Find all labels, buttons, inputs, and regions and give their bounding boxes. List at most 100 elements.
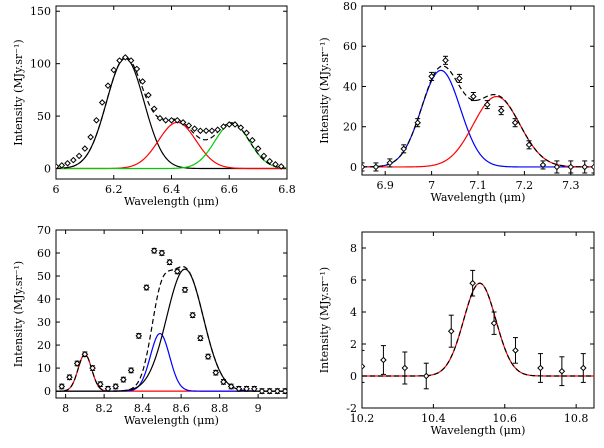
data-point: [281, 387, 287, 395]
data-point: [127, 367, 135, 374]
plot-area: [56, 54, 287, 170]
data-point: [121, 54, 129, 61]
data-point: [110, 66, 118, 74]
y-tick-label: 20: [37, 339, 51, 352]
data-point: [227, 383, 235, 390]
fit-component-line: [362, 282, 594, 377]
y-tick-label: 2: [350, 338, 357, 351]
plot-area: [56, 247, 287, 395]
x-tick-label: 8: [62, 402, 69, 415]
y-tick-label: 0: [44, 163, 51, 176]
fit-component-line: [362, 69, 594, 168]
data-point: [250, 385, 258, 393]
data-point: [362, 363, 366, 370]
fit-component-line: [56, 57, 287, 170]
data-point: [447, 327, 455, 335]
y-tick-label: 50: [37, 270, 51, 283]
data-point: [220, 123, 227, 130]
x-axis-label: Wavelength (μm): [431, 424, 526, 437]
data-point: [254, 145, 262, 152]
data-point: [483, 101, 491, 108]
data-point: [266, 157, 273, 165]
fit-component-line: [56, 332, 287, 392]
data-point: [231, 121, 239, 128]
panel-4: 10.2 10.4 10.6 10.8 -2 0 2 4 6 8 Wavelength (μm) In…: [318, 231, 595, 437]
y-tick-label: 10: [37, 362, 51, 375]
data-point: [135, 332, 143, 340]
data-point: [469, 279, 476, 287]
data-point: [181, 286, 189, 294]
data-point: [581, 163, 589, 171]
fit-component-line: [362, 95, 594, 168]
data-point: [414, 119, 421, 126]
data-point: [139, 78, 146, 85]
y-axis-label: Intensity (MJy.sr⁻¹): [318, 37, 331, 143]
y-axis-label: Intensity (MJy.sr⁻¹): [12, 39, 25, 145]
y-tick-label: 8: [350, 242, 357, 255]
data-point: [442, 57, 449, 64]
data-point: [168, 116, 175, 124]
x-tick-label: 10.8: [564, 412, 589, 425]
data-point: [116, 57, 123, 64]
x-tick-label: 8.2: [95, 402, 113, 415]
x-tick-label: 9: [255, 402, 262, 415]
y-tick-label: 0: [350, 161, 357, 174]
x-tick-label: 7: [428, 179, 435, 192]
panel-3: 8 8.2 8.4 8.6 8.8 9 0 10 20 30 40 50 60 70 Wavelength …: [12, 224, 288, 427]
data-point: [58, 162, 66, 169]
y-tick-label: 0: [44, 385, 51, 398]
y-tick-label: 80: [343, 0, 357, 13]
data-point: [590, 163, 594, 171]
data-point: [127, 57, 135, 64]
x-axis-label: Wavelength (μm): [124, 414, 219, 427]
y-tick-label: 0: [350, 370, 357, 383]
x-tick-label: 6.2: [105, 183, 123, 196]
plot-area: [362, 269, 594, 390]
fit-component-line: [56, 353, 287, 392]
data-point: [260, 152, 268, 160]
x-tick-label: 10.6: [493, 412, 518, 425]
data-point: [89, 364, 96, 372]
x-tick-label: 6.8: [278, 183, 296, 196]
data-point: [428, 73, 435, 80]
data-point: [235, 385, 243, 393]
data-point: [96, 380, 104, 388]
data-point: [490, 319, 498, 327]
data-point: [525, 141, 533, 149]
data-point: [158, 249, 166, 257]
data-point: [166, 258, 173, 266]
data-point: [456, 75, 463, 82]
x-tick-label: 6.9: [376, 179, 394, 192]
data-point: [208, 127, 216, 135]
x-tick-label: 8.6: [172, 402, 190, 415]
y-axis-label: Intensity (MJy.sr⁻¹): [12, 261, 25, 367]
data-point: [539, 161, 547, 169]
data-point: [58, 383, 66, 390]
y-tick-label: 100: [30, 58, 51, 71]
data-point: [362, 163, 366, 171]
data-point: [372, 163, 380, 171]
data-point: [274, 387, 281, 395]
data-point: [173, 268, 181, 275]
data-point: [179, 119, 187, 126]
data-point: [567, 163, 575, 171]
plot-frame: [361, 231, 595, 409]
y-tick-label: -2: [346, 402, 357, 415]
x-tick-label: 6.4: [163, 183, 181, 196]
data-point: [197, 127, 204, 135]
data-point: [212, 369, 220, 376]
data-point: [225, 121, 233, 128]
x-tick-label: 6.6: [221, 183, 239, 196]
data-point: [266, 387, 273, 395]
x-axis-label: Wavelength (μm): [124, 195, 219, 208]
plot-frame: [55, 5, 288, 180]
data-point: [150, 105, 158, 113]
x-tick-label: 7.2: [516, 179, 534, 192]
data-point: [93, 116, 100, 124]
data-point: [558, 367, 566, 375]
data-point: [400, 145, 408, 153]
data-point: [145, 91, 152, 99]
data-point: [150, 247, 158, 255]
y-tick-label: 40: [37, 293, 51, 306]
data-point: [56, 163, 60, 170]
